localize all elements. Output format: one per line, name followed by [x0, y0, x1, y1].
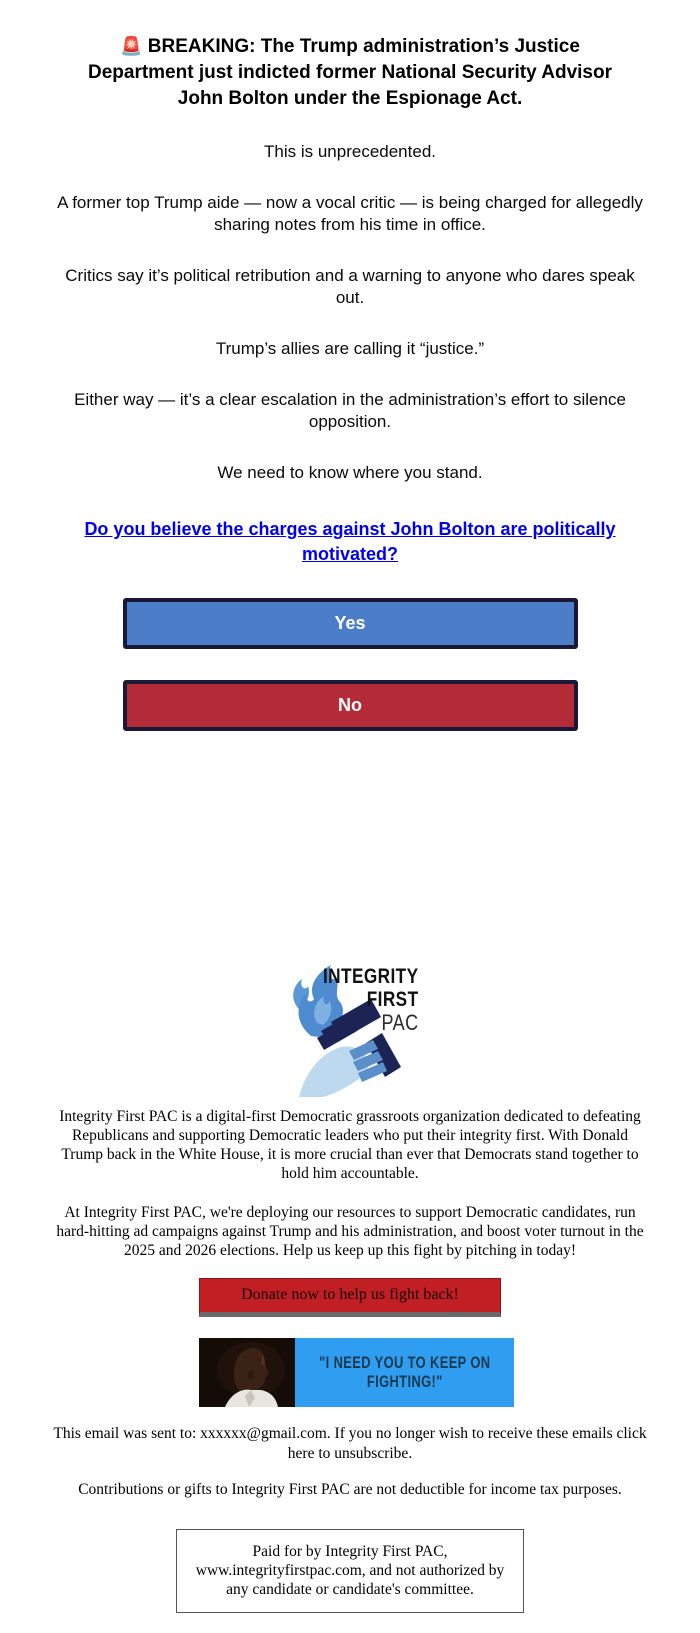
paid-for-line-3: any candidate or candidate's committee. — [226, 1580, 474, 1598]
spacer — [0, 731, 700, 959]
vote-no-button[interactable]: No — [122, 680, 578, 731]
logo-wordmark: INTEGRITY FIRST PAC — [302, 965, 419, 1034]
paragraph-unprecedented: This is unprecedented. — [264, 142, 436, 161]
paragraph-former-aide: A former top Trump aide — now a vocal cr… — [57, 193, 643, 234]
about-paragraph-2: At Integrity First PAC, we're deploying … — [56, 1204, 644, 1259]
paragraph-where-you-stand: We need to know where you stand. — [217, 463, 483, 482]
logo-line-first: FIRST — [367, 988, 419, 1011]
obama-photo — [198, 1338, 295, 1407]
paragraph-allies: Trump’s allies are calling it “justice.” — [215, 339, 485, 358]
paragraph-critics: Critics say it’s political retribution a… — [65, 266, 635, 307]
sent-to-note: This email was sent to: xxxxxx@gmail.com… — [50, 1424, 650, 1463]
paragraph-either-way: Either way — it’s a clear escalation in … — [74, 390, 626, 431]
donate-button[interactable]: Donate now to help us fight back! — [199, 1278, 501, 1317]
unsubscribe-link[interactable]: click here to unsubscribe. — [287, 1425, 647, 1462]
logo-line-integrity: INTEGRITY — [323, 965, 419, 988]
integrity-first-pac-logo: INTEGRITY FIRST PAC — [281, 959, 419, 1097]
banner-quote-panel: "I NEED YOU TO KEEP ON FIGHTING!" — [294, 1338, 515, 1407]
about-paragraph-1: Integrity First PAC is a digital-first D… — [59, 1108, 641, 1182]
paid-for-disclaimer-box: Paid for by Integrity First PAC, www.int… — [176, 1528, 524, 1613]
obama-quote-banner[interactable]: "I NEED YOU TO KEEP ON FIGHTING!" — [198, 1338, 515, 1407]
tax-disclaimer: Contributions or gifts to Integrity Firs… — [78, 1481, 622, 1498]
vote-yes-button[interactable]: Yes — [122, 598, 578, 649]
banner-quote-line-2: FIGHTING!" — [366, 1372, 443, 1391]
breaking-headline: 🚨 BREAKING: The Trump administration’s J… — [70, 33, 630, 112]
banner-quote-line-1: "I NEED YOU TO KEEP ON — [318, 1353, 490, 1372]
siren-icon: 🚨 — [120, 36, 143, 56]
poll-question-link[interactable]: Do you believe the charges against John … — [84, 519, 616, 564]
torch-icon — [293, 965, 401, 1097]
poll-question-wrap: Do you believe the charges against John … — [50, 517, 650, 567]
sent-to-text: This email was sent to: xxxxxx@gmail.com… — [53, 1425, 617, 1442]
paid-for-line-1: Paid for by Integrity First PAC, — [252, 1542, 448, 1560]
logo-line-pac: PAC — [382, 1010, 419, 1035]
breaking-headline-text: BREAKING: The Trump administration’s Jus… — [87, 36, 612, 109]
paid-for-line-2: www.integrityfirstpac.com, and not autho… — [195, 1561, 505, 1579]
